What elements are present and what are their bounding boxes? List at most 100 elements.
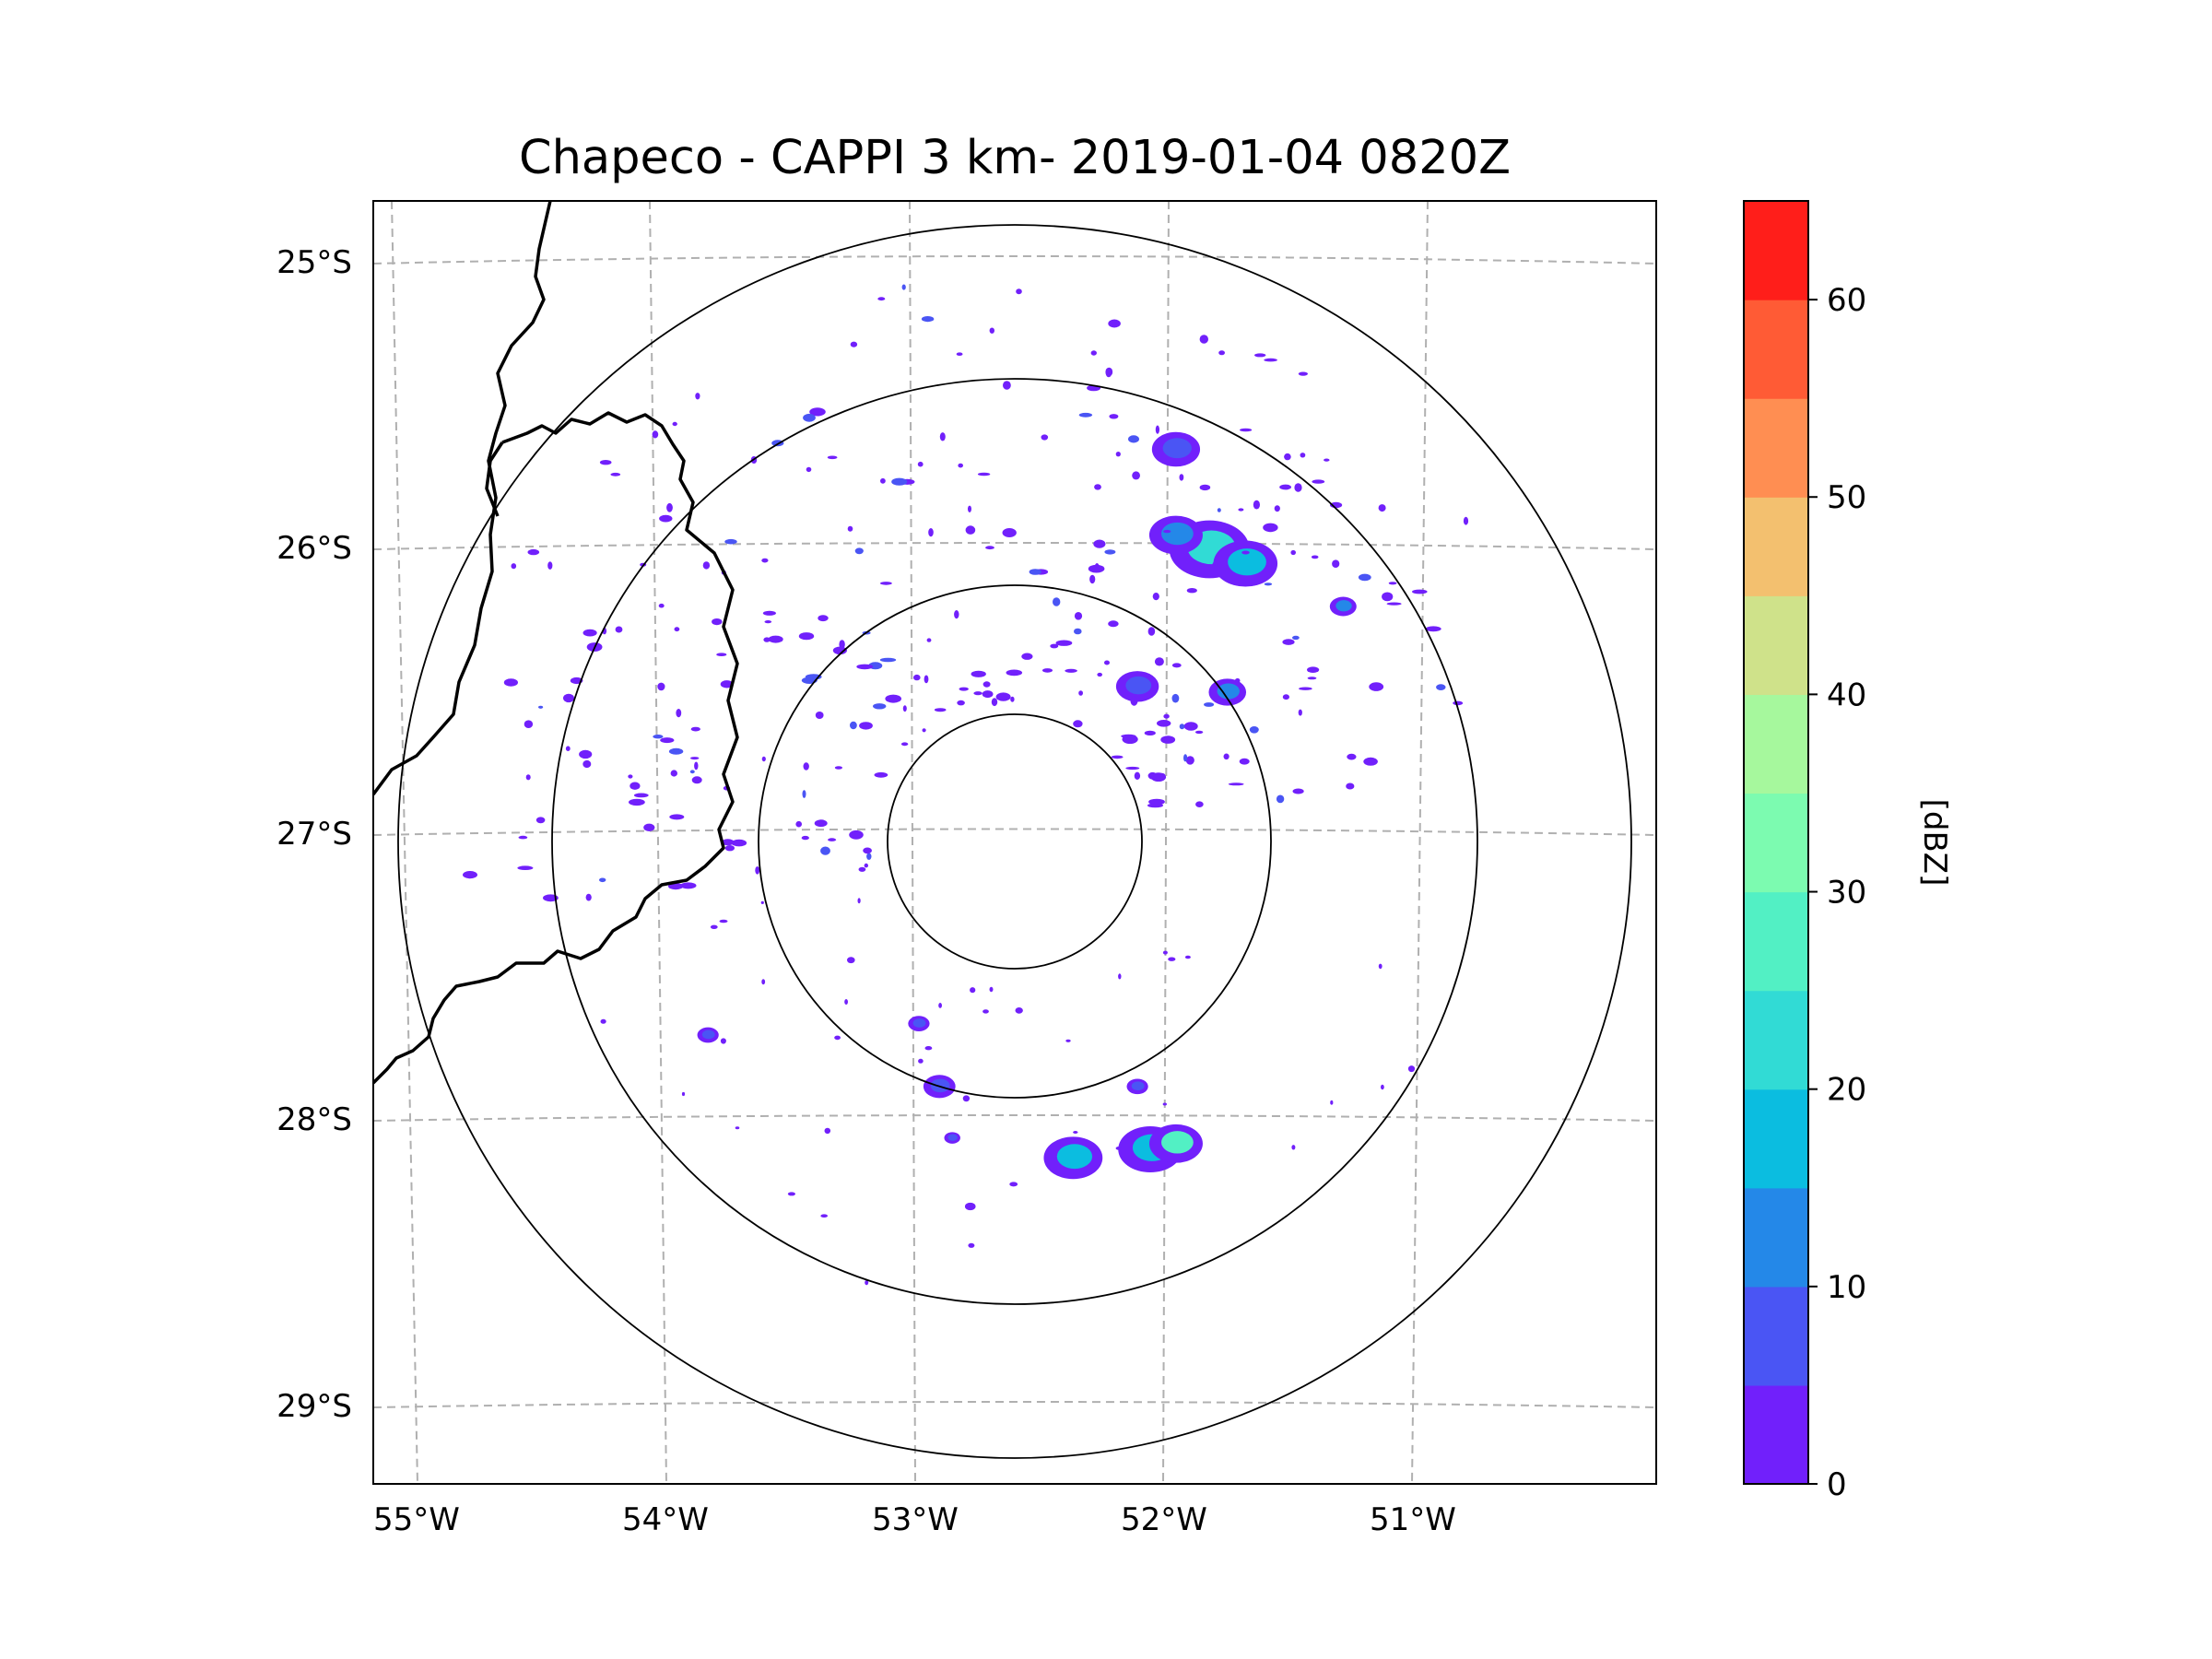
echo-speckle (535, 817, 546, 824)
echo-speckle (1290, 549, 1296, 556)
echo-speckle (924, 1046, 933, 1051)
echo-speckle (832, 646, 848, 655)
echo-speckle (1264, 582, 1273, 586)
echo-speckle (1292, 635, 1300, 641)
echo-speckle (1407, 1065, 1416, 1073)
echo-speckle (1171, 663, 1182, 668)
echo-speckle (1195, 801, 1204, 807)
range-ring-2 (758, 584, 1272, 1099)
echo-speckle (1168, 957, 1176, 961)
echo-speckle (954, 610, 959, 619)
echo-speckle (669, 814, 685, 820)
echo-speckle (1263, 523, 1278, 533)
echo-speckle (827, 455, 838, 460)
echo-speckle (864, 863, 868, 868)
echo-speckle (681, 1091, 686, 1097)
echo-speckle (877, 297, 886, 301)
map-frame (373, 201, 1656, 1484)
parallel-28s (373, 1114, 1656, 1122)
echo-speckle (802, 790, 806, 798)
echo-speckle (806, 466, 812, 473)
echo-speckle (610, 472, 621, 477)
echo-speckle (761, 756, 766, 762)
echo-speckle (973, 691, 982, 696)
echo-speckle (1157, 720, 1171, 727)
echo-speckle (900, 742, 909, 747)
echo-speckle (1194, 730, 1204, 735)
echo-speckle (885, 694, 901, 703)
echo-speckle (1386, 602, 1402, 606)
echo-speckle (579, 749, 593, 759)
echo-speckle (755, 866, 760, 875)
colorbar-segments (1744, 201, 1808, 1485)
lon-label-54w: 54°W (622, 1501, 709, 1538)
echo-speckle (1298, 709, 1302, 716)
figure-title: Chapeco - CAPPI 3 km- 2019-01-04 0820Z (519, 131, 1511, 185)
echo-speckle (761, 979, 766, 985)
echo-speckle (1009, 1182, 1018, 1187)
echo-speckle (720, 680, 734, 688)
echo-speckle (1093, 539, 1106, 548)
echo-speckle (1240, 428, 1253, 432)
echo-speckle (1347, 753, 1357, 760)
lat-label-26s: 26°S (276, 530, 352, 567)
echo-cell-8 (964, 1202, 976, 1211)
echo-speckle (982, 690, 994, 699)
latitude-labels: 25°S 26°S 27°S 28°S 29°S (276, 244, 352, 1425)
echo-speckle (1073, 720, 1083, 728)
echo-speckle (1204, 702, 1215, 707)
echo-speckle (1179, 724, 1185, 730)
echo-speckle (1134, 771, 1141, 780)
echo-speckle (527, 548, 540, 556)
echo-speckle (760, 900, 764, 905)
echo-speckle (1382, 592, 1394, 602)
lon-label-52w: 52°W (1121, 1501, 1207, 1538)
echo-speckle (1155, 425, 1159, 434)
lat-label-25s: 25°S (276, 244, 352, 281)
echo-speckle (850, 721, 857, 730)
echo-speckle (1284, 453, 1291, 461)
echo-speckle (1162, 950, 1168, 955)
echo-speckle (628, 774, 633, 779)
echo-speckle (721, 839, 735, 846)
echo-speckle (1050, 643, 1059, 649)
echo-speckle (525, 774, 531, 781)
echo-speckle (1264, 358, 1277, 362)
echo-speckle (668, 747, 684, 755)
echo-speckle (1312, 479, 1325, 484)
echo-speckle (849, 830, 864, 840)
echo-speckle (1381, 1084, 1384, 1090)
lat-label-27s: 27°S (276, 816, 352, 853)
map-border (372, 200, 1657, 1485)
echo-speckle (615, 626, 623, 633)
echo-speckle (659, 514, 673, 523)
echo-speckle (880, 582, 892, 585)
colorbar-segment-0 (1744, 1384, 1808, 1485)
echo-core-5 (912, 1018, 926, 1028)
colorbar-tick-label: 20 (1827, 1072, 1866, 1109)
meridian-52w (1162, 201, 1170, 1484)
echo-speckle (517, 865, 534, 870)
echo-speckle (538, 705, 544, 709)
echo-speckle (1294, 483, 1302, 492)
echo-speckle (691, 776, 702, 784)
echo-speckle (1021, 653, 1033, 660)
echo-speckle (599, 460, 612, 465)
meridian-55w (391, 201, 418, 1484)
colorbar-segment-12 (1744, 201, 1808, 300)
echo-speckle (1016, 288, 1022, 295)
echo-speckle (1307, 677, 1317, 680)
echo-speckle (1388, 582, 1397, 585)
echo-speckle (1055, 640, 1073, 646)
echo-speckle (1436, 684, 1446, 690)
echo-speckle (657, 682, 665, 691)
echo-speckle (1324, 458, 1330, 462)
echo-core-11 (1161, 522, 1194, 546)
echo-speckle (938, 1003, 942, 1008)
map-layer (373, 201, 1656, 1484)
echo-speckle (690, 757, 700, 760)
echo-speckle (834, 766, 843, 770)
meridian-54w (649, 201, 667, 1484)
parallel-27s (373, 828, 1656, 836)
